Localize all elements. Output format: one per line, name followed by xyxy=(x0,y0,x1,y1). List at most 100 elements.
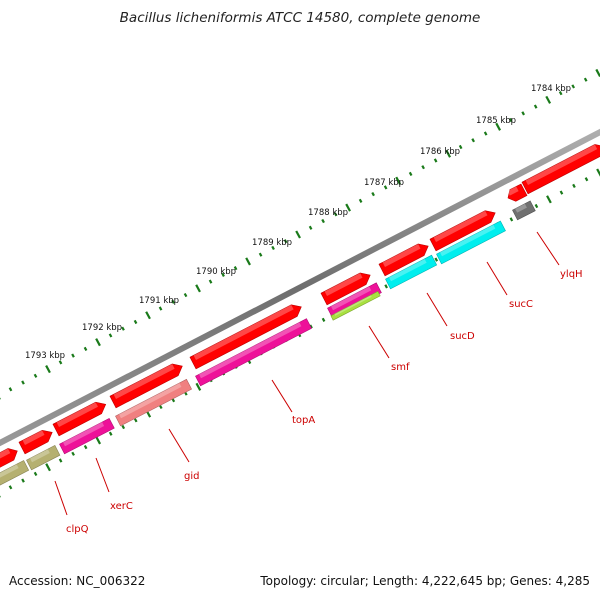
feature-clpQ-highlight xyxy=(0,464,19,478)
tick-mark xyxy=(596,168,600,177)
tick-mark xyxy=(45,365,51,374)
tick-mark xyxy=(345,203,351,212)
tick-mark xyxy=(108,431,113,436)
cds-arrow-8[interactable] xyxy=(429,210,496,252)
tick-mark xyxy=(321,317,326,322)
tick-mark xyxy=(308,225,313,230)
tick-mark xyxy=(271,245,275,251)
genome-summary-text: Topology: circular; Length: 4,222,645 bp… xyxy=(260,574,590,588)
feature-topA[interactable] xyxy=(195,318,312,387)
cds-arrow-6-highlight xyxy=(324,273,363,296)
tick-mark xyxy=(133,418,138,423)
tick-mark xyxy=(33,373,38,378)
tick-mark xyxy=(71,353,75,358)
tick-mark xyxy=(545,95,552,104)
feature-smf[interactable] xyxy=(327,282,382,319)
feature-smf-highlight xyxy=(331,286,372,311)
tick-mark xyxy=(571,84,576,89)
gene-label-smf[interactable]: smf xyxy=(391,362,410,373)
tick-mark xyxy=(121,424,126,430)
cds-arrow-2-highlight xyxy=(22,430,45,445)
tick-mark xyxy=(309,324,313,329)
tick-mark xyxy=(421,165,425,170)
scale-label-1790: 1790 kbp xyxy=(196,267,236,277)
tick-mark xyxy=(383,185,388,190)
cds-arrow-9[interactable] xyxy=(507,183,528,202)
gene-label-ylqH[interactable]: ylqH xyxy=(560,269,583,280)
cds-arrow-4[interactable] xyxy=(109,363,183,409)
feature-xerC[interactable] xyxy=(59,417,115,455)
tick-mark xyxy=(58,458,63,463)
scale-label-1791: 1791 kbp xyxy=(139,296,179,306)
gene-label-leaders xyxy=(54,231,560,516)
tick-mark xyxy=(233,266,238,271)
tick-mark xyxy=(533,104,538,109)
gene-label-topA[interactable]: topA xyxy=(292,415,315,426)
feature-sucC-highlight xyxy=(440,224,496,257)
tick-mark xyxy=(483,131,488,136)
tick-mark xyxy=(283,239,288,244)
tick-mark xyxy=(158,404,163,410)
feature-sucD[interactable] xyxy=(385,254,438,290)
tick-mark xyxy=(395,176,401,185)
tick-mark xyxy=(559,190,564,195)
gene-label-sucC[interactable]: sucC xyxy=(509,299,533,310)
cds-arrow-5[interactable] xyxy=(189,304,302,370)
tick-mark xyxy=(133,319,138,325)
feature-smf-lime[interactable] xyxy=(330,290,381,321)
tick-mark xyxy=(384,284,388,289)
feature-xerC-highlight xyxy=(63,422,105,447)
scale-label-1788: 1788 kbp xyxy=(308,208,348,218)
tick-mark xyxy=(83,445,88,450)
feature-gid[interactable] xyxy=(115,378,193,427)
tick-mark xyxy=(58,360,63,365)
cds-arrow-1[interactable] xyxy=(0,448,18,468)
tick-mark xyxy=(534,203,539,209)
cds-arrow-3[interactable] xyxy=(52,401,107,437)
gene-label-xerC[interactable]: xerC xyxy=(110,501,133,512)
tick-mark xyxy=(358,198,363,203)
gene-label-gid[interactable]: gid xyxy=(184,471,199,482)
leader-line xyxy=(54,480,68,516)
genome-backbone xyxy=(0,128,600,447)
leader-line xyxy=(95,457,110,493)
tick-mark xyxy=(584,177,589,182)
feature-clpQ-2-highlight xyxy=(30,449,50,463)
gene-labels: ylqH sucC sucD smf topA gid xerC clpQ xyxy=(66,269,583,535)
cds-arrow-6[interactable] xyxy=(320,272,371,306)
tick-mark xyxy=(108,333,113,338)
leader-line xyxy=(426,292,448,327)
scale-label-1793: 1793 kbp xyxy=(25,351,65,361)
cds-arrow-3-highlight xyxy=(56,402,98,427)
tick-mark xyxy=(595,68,600,78)
cds-arrow-1-highlight xyxy=(0,448,11,459)
cds-arrow-7[interactable] xyxy=(378,243,429,277)
feature-smf-lime-highlight xyxy=(334,295,372,316)
tick-mark xyxy=(208,279,213,284)
scale-label-1787: 1787 kbp xyxy=(364,178,404,188)
leader-line xyxy=(168,428,190,463)
scale-labels: 1784 kbp 1785 kbp 1786 kbp 1787 kbp 1788… xyxy=(25,84,571,361)
tick-mark xyxy=(408,171,413,177)
leader-line xyxy=(368,325,390,359)
scale-label-1784: 1784 kbp xyxy=(531,84,571,94)
tick-mark xyxy=(245,257,251,266)
scale-label-1786: 1786 kbp xyxy=(420,147,460,157)
feature-ylqH[interactable] xyxy=(512,200,536,221)
feature-clpQ-2[interactable] xyxy=(26,444,61,471)
tick-mark xyxy=(171,299,175,304)
tick-mark xyxy=(572,183,576,189)
cds-arrow-10-highlight xyxy=(525,144,598,185)
tick-mark xyxy=(83,346,88,351)
scale-label-1785: 1785 kbp xyxy=(476,116,516,126)
feature-clpQ[interactable] xyxy=(0,460,30,486)
feature-gid-highlight xyxy=(119,383,182,419)
cds-arrow-2[interactable] xyxy=(18,429,53,455)
tick-mark xyxy=(158,306,163,311)
feature-sucC[interactable] xyxy=(436,220,506,265)
cds-arrow-10[interactable] xyxy=(521,144,600,195)
gene-label-clpQ[interactable]: clpQ xyxy=(66,524,89,535)
gene-label-sucD[interactable]: sucD xyxy=(450,331,475,342)
cds-arrow-9-highlight xyxy=(507,186,519,196)
accession-text: Accession: NC_006322 xyxy=(9,574,146,588)
